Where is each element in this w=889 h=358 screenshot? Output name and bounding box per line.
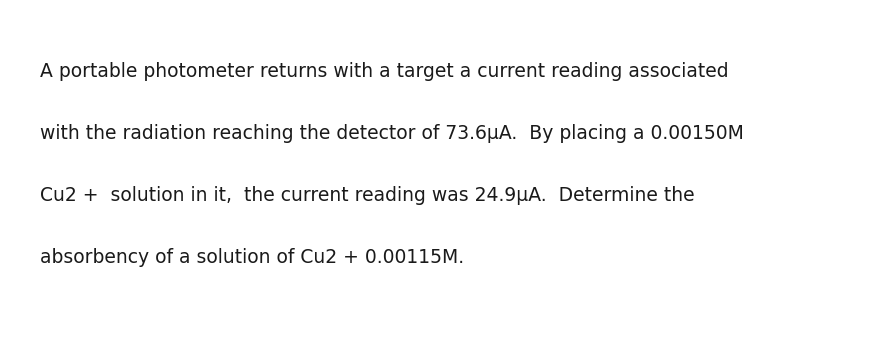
Text: Cu2 +  solution in it,  the current reading was 24.9μA.  Determine the: Cu2 + solution in it, the current readin… <box>40 186 694 205</box>
Text: absorbency of a solution of Cu2 + 0.00115M.: absorbency of a solution of Cu2 + 0.0011… <box>40 248 464 267</box>
Text: A portable photometer returns with a target a current reading associated: A portable photometer returns with a tar… <box>40 62 729 81</box>
Text: with the radiation reaching the detector of 73.6μA.  By placing a 0.00150M: with the radiation reaching the detector… <box>40 124 744 143</box>
